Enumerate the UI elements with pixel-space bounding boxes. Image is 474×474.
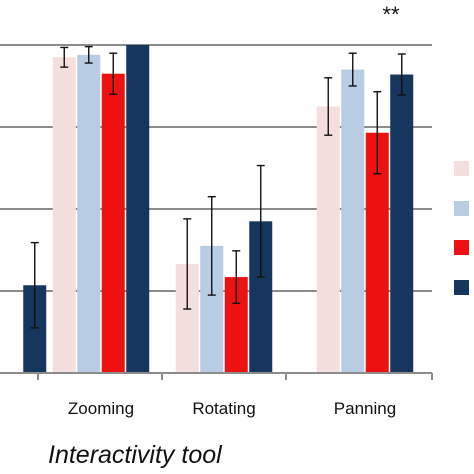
bar [77, 54, 101, 374]
legend [454, 161, 469, 295]
x-axis-label: Interactivity tool [48, 441, 223, 469]
x-tick-labels: Zooming Rotating Panning [68, 399, 396, 418]
bar [341, 69, 365, 373]
legend-swatch [454, 161, 469, 176]
bar [249, 221, 273, 373]
x-tick-label: Panning [334, 399, 396, 418]
x-axis [0, 372, 433, 380]
error-bars [30, 45, 406, 329]
bar [365, 132, 389, 373]
legend-swatch [454, 280, 469, 295]
bar [175, 263, 199, 373]
bar [101, 73, 125, 373]
bar [390, 74, 414, 374]
legend-swatch [454, 201, 469, 216]
significance-annotation: ** [382, 2, 400, 27]
bar [52, 57, 76, 374]
bar [23, 285, 47, 373]
x-tick-label: Rotating [192, 399, 255, 418]
bar [224, 277, 248, 373]
legend-swatch [454, 240, 469, 255]
bar [126, 45, 150, 373]
bar [200, 245, 224, 373]
bar [316, 106, 340, 373]
bars [23, 45, 414, 374]
x-tick-label: Zooming [68, 399, 134, 418]
